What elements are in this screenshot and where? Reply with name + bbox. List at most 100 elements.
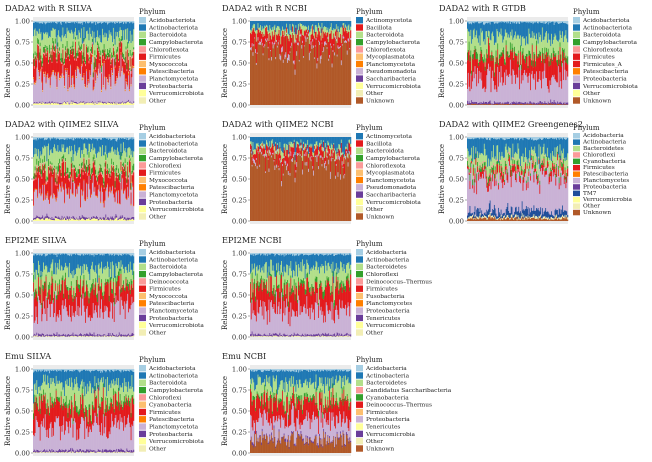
bar-segment — [498, 21, 501, 23]
bar-segment — [50, 47, 52, 50]
bar-segment — [253, 27, 255, 45]
bar-segment — [260, 151, 262, 221]
bar-segment — [48, 218, 51, 221]
bar-segment — [523, 73, 525, 103]
bar-segment — [257, 146, 259, 151]
bar-segment — [475, 157, 477, 165]
bar-segment — [317, 146, 319, 155]
bar-segment — [286, 170, 288, 221]
bar-segment — [71, 193, 73, 219]
bar-segment — [106, 174, 108, 188]
bar-segment — [65, 103, 67, 104]
bar-segment — [118, 37, 120, 59]
bar-segment — [473, 49, 475, 53]
bar-segment — [99, 138, 101, 147]
bar-segment — [265, 40, 268, 42]
bar-segment — [47, 50, 49, 74]
bar-segment — [82, 78, 84, 80]
bar-segment — [518, 50, 520, 54]
bar-segment — [474, 168, 476, 174]
bar-segment — [109, 219, 111, 221]
bar-segment — [293, 151, 295, 156]
bar-segment — [559, 42, 561, 47]
bar-segment — [96, 23, 99, 31]
bar-segment — [84, 163, 86, 169]
bar-segment — [128, 21, 130, 22]
bar-segment — [60, 76, 62, 78]
bar-segment — [111, 52, 113, 59]
bar-segment — [94, 55, 96, 57]
bar-segment — [53, 41, 55, 50]
bar-segment — [116, 36, 118, 50]
bar-segment — [76, 21, 78, 36]
bar-segment — [79, 147, 81, 164]
bar-segment — [297, 154, 300, 221]
bar-segment — [67, 47, 69, 56]
bar-segment — [59, 61, 62, 76]
bar-segment — [489, 103, 491, 105]
bar-segment — [95, 137, 97, 139]
bar-segment — [59, 165, 62, 169]
bar-segment — [319, 137, 321, 144]
bar-segment — [102, 54, 104, 64]
bar-segment — [299, 155, 301, 221]
bar-segment — [269, 21, 271, 26]
bar-segment — [121, 22, 123, 31]
bar-segment — [522, 22, 524, 37]
bar-segment — [50, 76, 52, 77]
bar-segment — [345, 149, 347, 156]
bar-segment — [267, 159, 269, 221]
bar-segment — [469, 137, 471, 139]
bar-segment — [80, 50, 82, 53]
bar-segment — [43, 55, 46, 75]
bar-segment — [122, 21, 124, 22]
bar-segment — [126, 139, 128, 157]
bar-segment — [486, 101, 488, 105]
bar-segment — [493, 103, 495, 105]
bar-segment — [63, 21, 65, 23]
bar-segment — [71, 76, 73, 78]
bar-segment — [551, 77, 553, 103]
bar-segment — [51, 62, 53, 73]
bar-segment — [78, 102, 80, 105]
legend-label: Planctomycetota — [366, 178, 416, 184]
bar-segment — [260, 44, 262, 105]
bar-segment — [46, 34, 48, 46]
bar-segment — [332, 158, 334, 160]
bar-segment — [110, 173, 112, 176]
bar-segment — [267, 21, 269, 30]
bar-segment — [43, 72, 45, 74]
bar-segment — [63, 154, 65, 160]
bar-segment — [290, 146, 292, 152]
bar-segment — [552, 103, 554, 105]
bar-segment — [123, 194, 125, 220]
bar-segment — [307, 148, 309, 152]
bar-segment — [87, 79, 89, 81]
bar-segment — [102, 145, 104, 171]
bar-segment — [553, 100, 555, 104]
bar-segment — [556, 39, 558, 61]
bar-segment — [120, 41, 122, 42]
legend-label: Firmicutes — [149, 171, 181, 177]
bar-segment — [292, 26, 294, 32]
bar-segment — [48, 170, 51, 174]
bar-segment — [90, 21, 92, 22]
bar-segment — [524, 21, 526, 22]
bar-segment — [81, 102, 83, 105]
bar-segment — [561, 60, 563, 67]
bar-segment — [316, 145, 318, 157]
bar-segment — [62, 187, 64, 219]
bar-segment — [328, 137, 330, 143]
bar-segment — [498, 21, 500, 23]
bar-segment — [110, 216, 112, 219]
bar-segment — [133, 47, 135, 50]
bar-segment — [77, 137, 79, 151]
bar-segment — [45, 57, 47, 83]
bar-segment — [293, 141, 295, 152]
bar-segment — [115, 82, 117, 84]
bar-segment — [337, 31, 339, 46]
bar-segment — [327, 27, 329, 33]
bar-segment — [38, 166, 40, 172]
bar-segment — [50, 194, 52, 196]
bar-segment — [72, 195, 74, 216]
